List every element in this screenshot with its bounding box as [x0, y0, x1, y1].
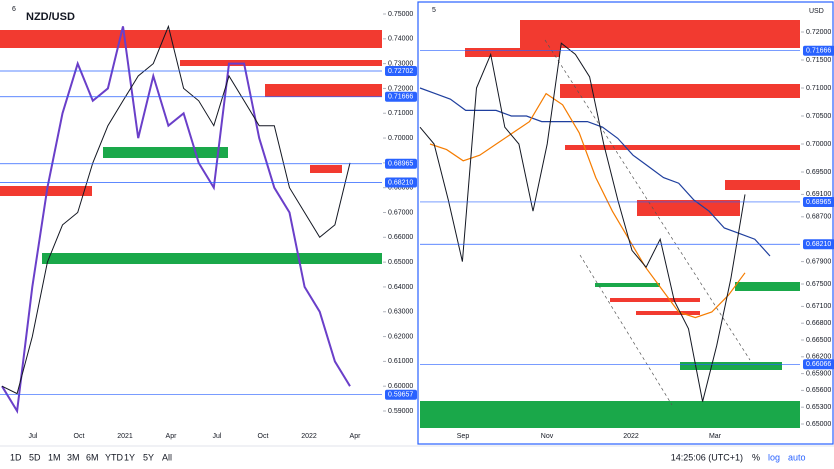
overlay — [1, 26, 351, 414]
scale-option[interactable]: % — [752, 452, 760, 462]
y-tick-label: 0.71500 — [806, 57, 831, 64]
y-tick-label: 0.63000 — [388, 309, 413, 316]
y-tick-label: 0.74000 — [388, 36, 413, 43]
y-tick-label: 0.72000 — [806, 29, 831, 36]
y-tick-label: 0.67500 — [806, 281, 831, 288]
price-tag — [385, 389, 417, 400]
y-tick-label: 0.65000 — [806, 421, 831, 428]
zones-right — [420, 20, 800, 428]
price-tag — [803, 196, 834, 207]
range-button[interactable]: 1M — [48, 452, 61, 462]
x-tick-label: 2022 — [623, 433, 639, 440]
range-button[interactable]: 5Y — [143, 452, 154, 462]
y-tick-label: 0.68000 — [388, 185, 413, 192]
price-tag-label: 0.71666 — [806, 48, 831, 55]
y-tick-label: 0.66000 — [388, 234, 413, 241]
y-tick-label: 0.75000 — [388, 11, 413, 18]
price-tag-label: 0.72702 — [388, 68, 413, 75]
y-tick-label: 0.66800 — [806, 320, 831, 327]
symbol: NZD/USD — [26, 11, 75, 23]
x-tick-label: Sep — [457, 433, 470, 440]
y-tick-label: 0.70000 — [806, 141, 831, 148]
x-tick-label: Oct — [74, 433, 85, 440]
price — [1, 24, 351, 395]
x-tick-label: 2021 — [117, 433, 133, 440]
y-tick-label: 0.70000 — [388, 135, 413, 142]
price-tag-label: 0.68210 — [806, 241, 831, 248]
y-tick-label: 0.62000 — [388, 333, 413, 340]
range-button[interactable]: 1Y — [124, 452, 135, 462]
x-tick-label: Apr — [350, 433, 362, 440]
y-tick-label: 0.68700 — [806, 214, 831, 221]
x-tick-label: Mar — [709, 433, 722, 440]
range-button[interactable]: YTD — [105, 452, 124, 462]
price-tag — [385, 158, 417, 169]
y-tick-label: 0.60000 — [388, 383, 413, 390]
price-tag — [803, 359, 834, 370]
x-tick-label: Oct — [258, 433, 269, 440]
x-tick-label: Nov — [541, 433, 554, 440]
y-tick-label: 0.65600 — [806, 387, 831, 394]
range-button[interactable]: 5D — [29, 452, 41, 462]
range-button[interactable]: 1D — [10, 452, 22, 462]
y-tick-label: 0.67000 — [388, 209, 413, 216]
y-tick-label: 0.70500 — [806, 113, 831, 120]
y-tick-label: 0.71000 — [388, 110, 413, 117]
range-button[interactable]: 6M — [86, 452, 99, 462]
price-tag-label: 0.59657 — [388, 392, 413, 399]
price-tag-label: 0.71666 — [388, 94, 413, 101]
y-tick-label: 0.69100 — [806, 191, 831, 198]
y-tick-label: 0.59000 — [388, 408, 413, 415]
x-tick-label: Apr — [166, 433, 178, 440]
y-tick-label: 0.66500 — [806, 337, 831, 344]
y-tick-label: 0.65300 — [806, 404, 831, 411]
ma-orange — [429, 92, 746, 319]
y-tick-label: 0.72000 — [388, 85, 413, 92]
x-tick-label: Jul — [29, 433, 38, 440]
y-tick-label: 0.67100 — [806, 303, 831, 310]
range-button[interactable]: All — [162, 452, 172, 462]
price-tag-label: 0.68965 — [806, 199, 831, 206]
y-tick-label: 0.69500 — [806, 169, 831, 176]
price-tag-label: 0.66066 — [806, 361, 831, 368]
y-tick-label: 0.65900 — [806, 370, 831, 377]
price-tag — [803, 45, 834, 56]
clock: 14:25:06 (UTC+1) — [671, 452, 743, 462]
currency: USD — [809, 8, 824, 15]
scale-option[interactable]: log — [768, 452, 780, 462]
x-tick-label: Jul — [213, 433, 222, 440]
price-tag — [803, 239, 834, 250]
scale-option[interactable]: auto — [788, 452, 806, 462]
y-tick-label: 0.61000 — [388, 358, 413, 365]
y-tick-label: 0.71000 — [806, 85, 831, 92]
ma-blue — [419, 87, 771, 257]
pane-index: 6 — [12, 6, 16, 13]
price-tag-label: 0.68965 — [388, 161, 413, 168]
zones-left — [0, 30, 382, 264]
price-tag — [385, 177, 417, 188]
pane-index: 5 — [432, 7, 436, 14]
range-button[interactable]: 3M — [67, 452, 80, 462]
y-tick-label: 0.66200 — [806, 354, 831, 361]
y-tick-label: 0.73000 — [388, 60, 413, 67]
y-tick-label: 0.67900 — [806, 258, 831, 265]
active-pane-frame — [417, 1, 834, 445]
price-tag — [385, 66, 417, 77]
price-tag-label: 0.68210 — [388, 179, 413, 186]
price-tag — [385, 91, 417, 102]
x-tick-label: 2022 — [301, 433, 317, 440]
y-tick-label: 0.64000 — [388, 284, 413, 291]
y-tick-label: 0.65000 — [388, 259, 413, 266]
price — [419, 42, 746, 402]
